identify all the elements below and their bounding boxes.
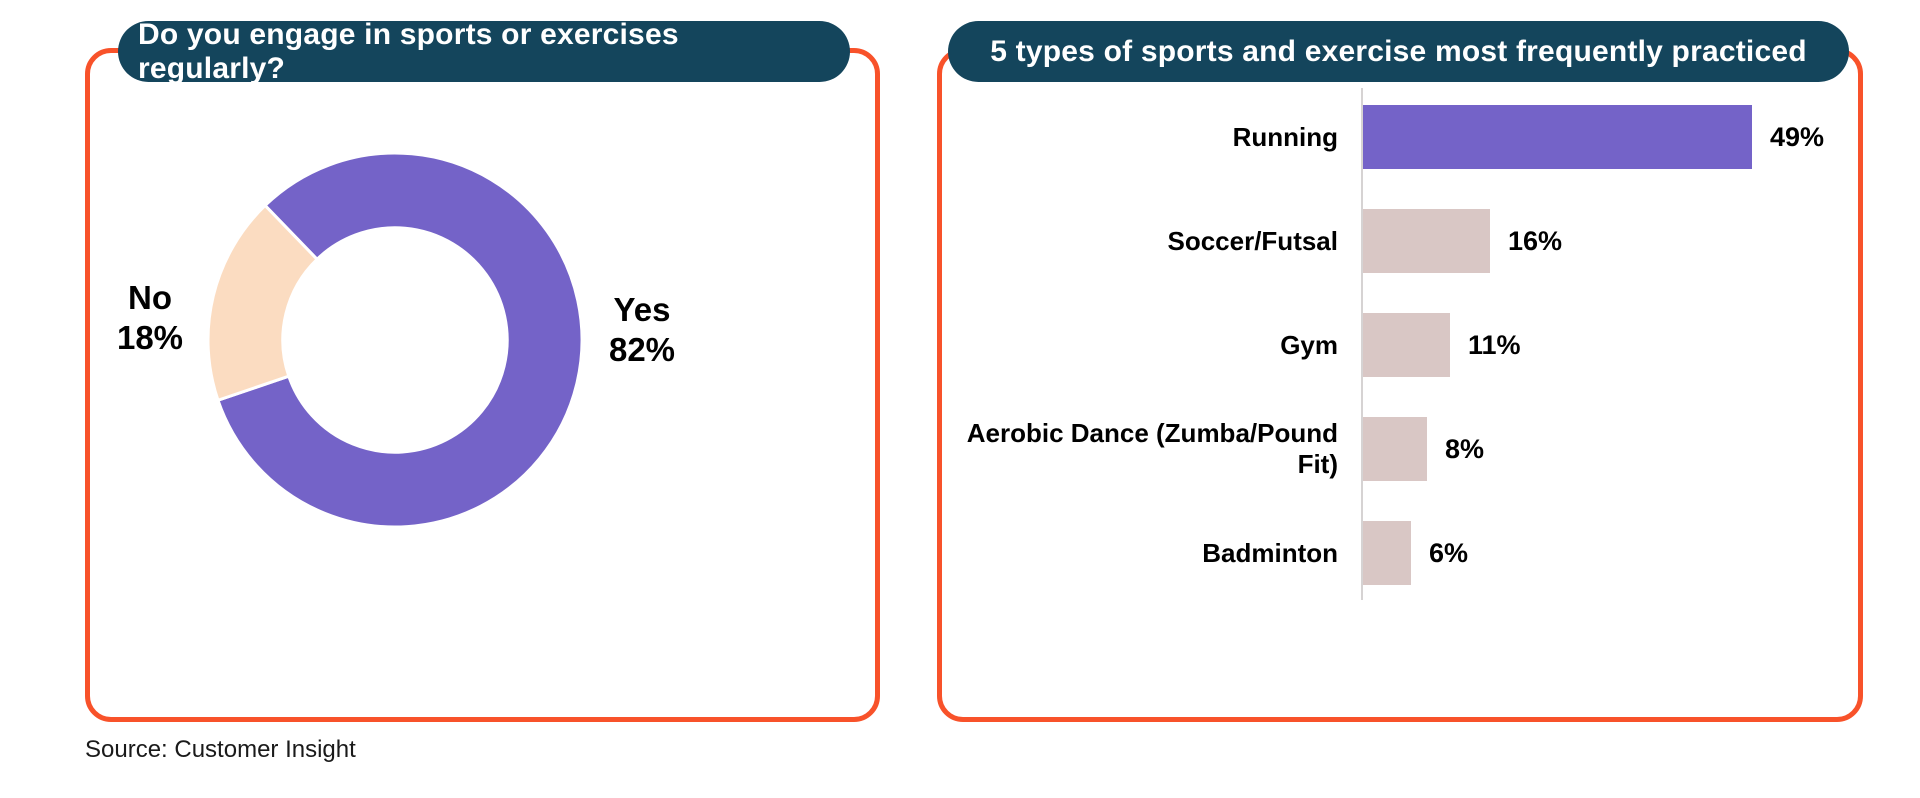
bar-chart-rows: Running 49% Soccer/Futsal 16% Gym 11% Aerobic …: [960, 85, 1850, 605]
category-label: Running: [1232, 121, 1338, 152]
bar-row: Soccer/Futsal 16%: [960, 189, 1850, 293]
value-label: 16%: [1508, 225, 1563, 256]
donut-chart-title: Do you engage in sports or exercises reg…: [138, 17, 679, 85]
bar: [1363, 521, 1411, 585]
category-label: Badminton: [1202, 537, 1338, 568]
value-label: 8%: [1445, 433, 1485, 464]
category-label: Gym: [1280, 329, 1338, 360]
value-label: 49%: [1770, 121, 1825, 152]
bar-row: Running 49%: [960, 85, 1850, 189]
source-note: Source: Customer Insight: [85, 736, 356, 763]
donut-category-label: Yes: [613, 291, 671, 328]
donut-chart-title-pill: Do you engage in sports or exercises reg…: [118, 18, 850, 85]
bar-chart-title-pill: 5 types of sports and exercise most freq…: [948, 21, 1849, 82]
bar-chart-axis-line: [1361, 88, 1363, 600]
bar-row: Badminton 6%: [960, 501, 1850, 605]
value-label: 6%: [1429, 537, 1469, 568]
donut-slice-no: [206, 203, 320, 403]
category-label: Soccer/Futsal: [1167, 225, 1338, 256]
value-label: 11%: [1468, 329, 1521, 360]
donut-label-no: No 18%: [80, 278, 220, 358]
donut-category-label: No: [128, 279, 172, 316]
donut-value-label: 18%: [116, 319, 184, 356]
bar-row: Aerobic Dance (Zumba/Pound Fit) 8%: [960, 397, 1850, 501]
bar-chart-title: 5 types of sports and exercise most freq…: [990, 34, 1807, 68]
bar: [1363, 417, 1427, 481]
donut-value-label: 82%: [608, 331, 676, 368]
bar: [1363, 105, 1752, 169]
category-label: Aerobic Dance (Zumba/Pound Fit): [966, 418, 1338, 479]
bar: [1363, 209, 1490, 273]
donut-slice-yes: [216, 151, 584, 529]
bar: [1363, 313, 1450, 377]
donut-chart: [206, 151, 584, 529]
bar-row: Gym 11%: [960, 293, 1850, 397]
donut-label-yes: Yes 82%: [572, 290, 712, 370]
